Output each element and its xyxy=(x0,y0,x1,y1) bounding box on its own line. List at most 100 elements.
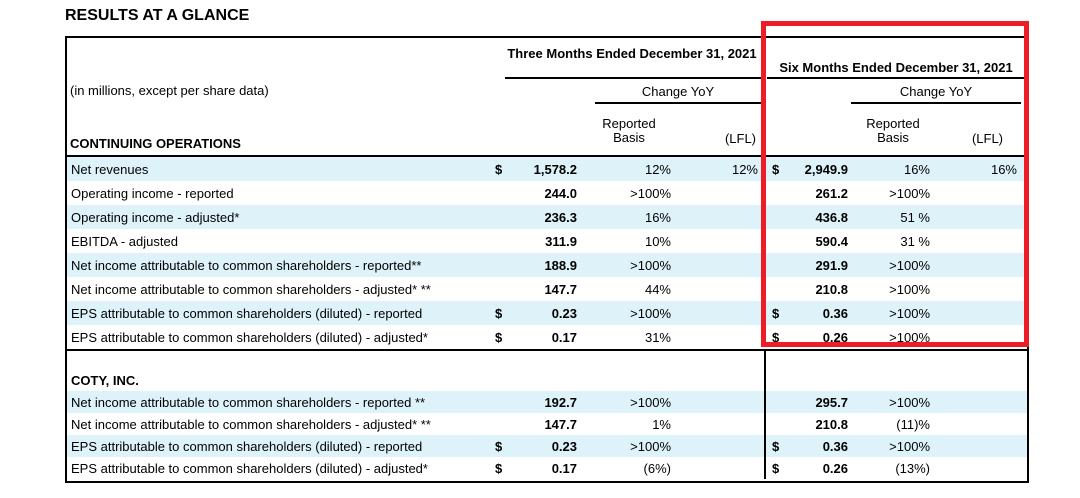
value-3m: 0.17 xyxy=(551,329,577,345)
value-3m: 236.3 xyxy=(544,209,577,225)
lfl-change-6m: 16% xyxy=(990,161,1017,177)
currency-symbol-6m: $ xyxy=(772,161,780,177)
currency-symbol-6m: $ xyxy=(772,460,780,476)
reported-basis-line2: Basis xyxy=(613,129,645,145)
section-divider xyxy=(67,349,1027,351)
reported-basis-line1: Reported xyxy=(602,116,656,131)
section-heading-continuing-operations: CONTINUING OPERATIONS xyxy=(70,136,241,151)
three-months-column-title: Three Months Ended December 31, 2021 xyxy=(507,46,757,61)
value-6m: 295.7 xyxy=(815,394,848,410)
row-label: EPS attributable to common shareholders … xyxy=(71,460,428,476)
section-heading: COTY, INC. xyxy=(71,373,139,388)
currency-symbol-6m: $ xyxy=(772,329,780,345)
value-3m: 147.7 xyxy=(544,416,577,432)
reported-change-3m: (6%) xyxy=(643,460,671,476)
value-3m: 311.9 xyxy=(545,233,577,249)
reported-change-3m: 16% xyxy=(644,209,671,225)
table-body: Net revenues $1,578.2 12% 12% $2,949.9 16% 16%… xyxy=(67,157,1027,479)
value-3m: 0.23 xyxy=(551,305,577,321)
section-heading-row: COTY, INC. xyxy=(67,367,1027,391)
reported-change-3m: 12% xyxy=(644,161,671,177)
currency-symbol-3m: $ xyxy=(495,161,503,177)
table-row: Operating income - reported 244.0 >100% 261… xyxy=(67,181,1027,205)
value-6m: 436.8 xyxy=(815,209,848,225)
reported-change-6m: 51 % xyxy=(900,209,930,225)
six-months-change-underline xyxy=(851,102,1021,104)
reported-change-3m: >100% xyxy=(630,438,671,454)
reported-change-3m: 31% xyxy=(644,329,671,345)
six-months-column-title: Six Months Ended December 31, 2021 xyxy=(779,60,1013,75)
reported-change-6m: >100% xyxy=(889,329,930,345)
value-3m: 147.7 xyxy=(544,281,577,297)
value-3m: 188.9 xyxy=(544,257,577,273)
value-6m: 0.26 xyxy=(822,460,848,476)
table-row: Net income attributable to common shareh… xyxy=(67,391,1027,413)
value-6m: 0.36 xyxy=(822,305,848,321)
row-label: Net revenues xyxy=(71,161,149,177)
value-6m: 261.2 xyxy=(815,185,848,201)
value-3m: 244.0 xyxy=(544,185,577,201)
section-gap xyxy=(67,351,1027,367)
table-row: EPS attributable to common shareholders … xyxy=(67,435,1027,457)
row-label: EPS attributable to common shareholders … xyxy=(71,329,428,345)
section-vertical-divider xyxy=(764,349,766,479)
value-6m: 2,949.9 xyxy=(804,161,848,177)
six-months-title-underline xyxy=(767,77,1025,79)
three-months-change-underline xyxy=(595,102,761,104)
reported-change-3m: >100% xyxy=(630,305,671,321)
value-3m: 192.7 xyxy=(544,394,577,410)
reported-change-3m: >100% xyxy=(630,394,671,410)
reported-change-6m: 16% xyxy=(903,161,930,177)
value-6m: 210.8 xyxy=(815,416,848,432)
table-row: Operating income - adjusted* 236.3 16% 436.… xyxy=(67,205,1027,229)
three-months-change-yoy-label: Change YoY xyxy=(641,84,715,99)
value-6m: 0.26 xyxy=(822,329,848,345)
value-3m: 0.17 xyxy=(551,460,577,476)
row-label: EPS attributable to common shareholders … xyxy=(71,305,423,321)
reported-change-6m: 31 % xyxy=(900,233,930,249)
reported-change-3m: >100% xyxy=(630,257,671,273)
row-label: Operating income - adjusted* xyxy=(71,209,240,225)
lfl-change-3m: 12% xyxy=(731,161,758,177)
reported-change-6m: >100% xyxy=(889,281,930,297)
six-months-change-yoy-label: Change YoY xyxy=(899,84,973,99)
row-label: Net income attributable to common shareh… xyxy=(71,257,422,273)
currency-symbol-6m: $ xyxy=(772,305,780,321)
three-months-reported-basis-header: Reported Basis xyxy=(577,117,681,144)
row-label: Net income attributable to common shareh… xyxy=(71,394,426,410)
reported-change-6m: >100% xyxy=(889,185,930,201)
reported-change-6m: (11)% xyxy=(896,416,930,432)
table-row: EPS attributable to common shareholders … xyxy=(67,325,1027,349)
table-row: EPS attributable to common shareholders … xyxy=(67,301,1027,325)
reported-change-6m: >100% xyxy=(889,305,930,321)
reported-change-3m: 1% xyxy=(652,416,671,432)
row-label: EBITDA - adjusted xyxy=(71,233,178,249)
table-row: EPS attributable to common shareholders … xyxy=(67,457,1027,479)
table-row: Net income attributable to common shareh… xyxy=(67,413,1027,435)
value-3m: 1,578.2 xyxy=(533,161,577,177)
reported-basis-line2: Basis xyxy=(877,129,909,145)
results-table: (in millions, except per share data) Thr… xyxy=(65,36,1029,483)
currency-symbol-3m: $ xyxy=(495,438,503,454)
table-row: Net revenues $1,578.2 12% 12% $2,949.9 16% 16% xyxy=(67,157,1027,181)
three-months-lfl-header: (LFL) xyxy=(724,131,756,146)
reported-change-3m: 10% xyxy=(644,233,671,249)
currency-symbol-6m: $ xyxy=(772,438,780,454)
row-label: Operating income - reported xyxy=(71,185,234,201)
six-months-reported-basis-header: Reported Basis xyxy=(843,117,943,144)
currency-symbol-3m: $ xyxy=(495,329,503,345)
currency-symbol-3m: $ xyxy=(495,460,503,476)
reported-change-3m: 44% xyxy=(644,281,671,297)
currency-symbol-3m: $ xyxy=(495,305,503,321)
value-3m: 0.23 xyxy=(551,438,577,454)
reported-change-3m: >100% xyxy=(630,185,671,201)
value-6m: 291.9 xyxy=(815,257,848,273)
table-row: Net income attributable to common shareh… xyxy=(67,253,1027,277)
units-note: (in millions, except per share data) xyxy=(70,83,269,98)
six-months-lfl-header: (LFL) xyxy=(971,131,1003,146)
value-6m: 210.8 xyxy=(815,281,848,297)
reported-change-6m: (13%) xyxy=(895,460,930,476)
value-6m: 590.4 xyxy=(815,233,848,249)
row-label: Net income attributable to common shareh… xyxy=(71,281,431,297)
header-rule xyxy=(67,155,1027,157)
